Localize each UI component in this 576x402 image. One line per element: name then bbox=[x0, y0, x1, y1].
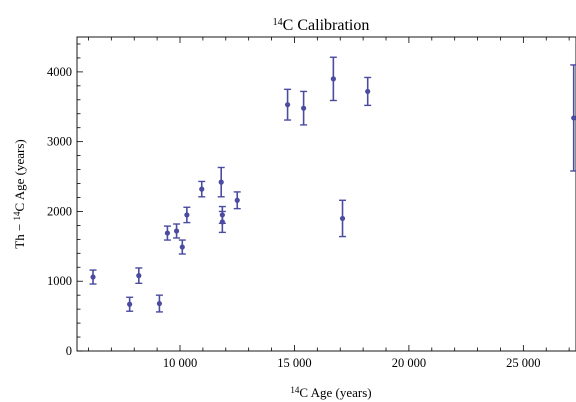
data-points bbox=[89, 56, 576, 313]
chart-title-text: C Calibration bbox=[283, 17, 370, 34]
data-point bbox=[233, 191, 241, 210]
plot-area-frame bbox=[76, 36, 576, 352]
data-marker bbox=[330, 76, 336, 82]
data-marker bbox=[184, 212, 190, 218]
data-point bbox=[217, 166, 225, 198]
x-tick-label: 20 000 bbox=[392, 356, 426, 370]
x-tick-label: 10 000 bbox=[163, 356, 197, 370]
data-point bbox=[339, 199, 347, 238]
x-axis-label-sup: 14 bbox=[290, 385, 300, 395]
tick-labels: 10 000 15 000 20 000 25 000 0 1000 2000 3000 400… bbox=[47, 65, 541, 370]
data-marker bbox=[571, 115, 576, 121]
data-point bbox=[178, 239, 186, 255]
data-point bbox=[183, 206, 191, 224]
y-tick-label: 4000 bbox=[47, 65, 72, 79]
data-marker bbox=[179, 244, 185, 250]
x-tick-label: 25 000 bbox=[506, 356, 540, 370]
data-marker bbox=[127, 301, 133, 307]
data-point bbox=[173, 223, 181, 239]
axis-ticks bbox=[77, 37, 570, 352]
data-marker bbox=[173, 228, 180, 234]
data-marker bbox=[234, 197, 240, 203]
data-point bbox=[89, 269, 97, 285]
data-marker bbox=[218, 179, 224, 185]
x-axis-label-text: C Age (years) bbox=[299, 385, 371, 400]
plot-frame bbox=[76, 36, 576, 352]
data-point bbox=[163, 225, 171, 241]
data-point bbox=[570, 64, 576, 172]
data-marker bbox=[339, 215, 346, 222]
y-axis-label-sup: 14 bbox=[12, 211, 22, 221]
data-marker bbox=[164, 230, 171, 236]
data-marker bbox=[219, 219, 225, 225]
y-tick-label: 0 bbox=[66, 344, 72, 358]
data-marker bbox=[90, 274, 96, 280]
data-point bbox=[364, 76, 372, 107]
data-marker bbox=[284, 102, 291, 108]
y-tick-label: 1000 bbox=[47, 274, 72, 288]
y-tick-label: 2000 bbox=[47, 204, 72, 218]
data-marker bbox=[136, 273, 142, 279]
data-point bbox=[135, 267, 143, 285]
y-tick-label: 3000 bbox=[47, 135, 72, 149]
data-marker bbox=[199, 186, 205, 192]
data-point bbox=[284, 88, 292, 121]
data-point bbox=[198, 180, 206, 198]
data-marker bbox=[301, 105, 307, 111]
data-point bbox=[126, 296, 134, 312]
chart-title: 14C Calibration bbox=[273, 17, 370, 34]
data-marker bbox=[156, 300, 163, 307]
x-tick-label: 15 000 bbox=[277, 356, 311, 370]
y-axis-label: Th − 14C Age (years) bbox=[12, 139, 27, 248]
data-point bbox=[218, 210, 226, 234]
data-point bbox=[329, 56, 337, 102]
y-axis-label-text: C Age (years) bbox=[12, 139, 27, 211]
chart-title-sup: 14 bbox=[273, 17, 283, 28]
y-axis-label-prefix: Th − bbox=[12, 220, 27, 248]
data-marker bbox=[365, 88, 371, 95]
data-point bbox=[300, 90, 308, 126]
data-point bbox=[155, 294, 163, 313]
x-axis-label: 14C Age (years) bbox=[290, 385, 371, 400]
